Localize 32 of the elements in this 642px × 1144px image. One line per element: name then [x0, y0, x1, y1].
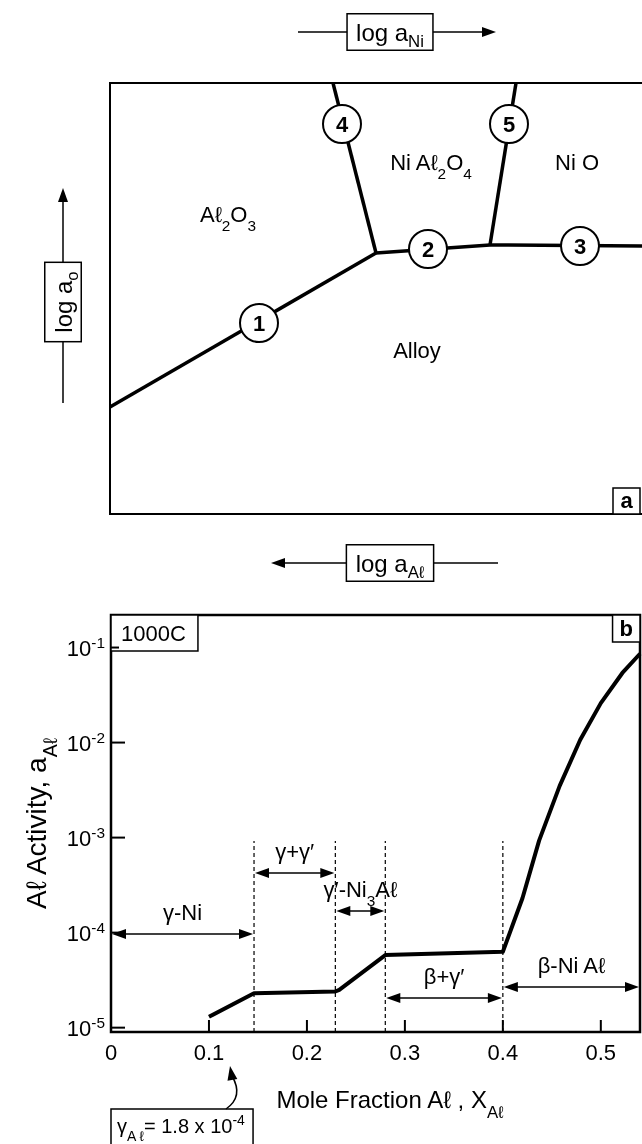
- text: Ni O: [555, 150, 599, 175]
- annotation: b: [619, 616, 633, 641]
- x-tick-label: 0.3: [389, 1040, 421, 1065]
- x-tick-label: 0.5: [585, 1040, 617, 1065]
- annotation: γ+γ′: [275, 839, 315, 864]
- x-axis-title: Mole Fraction Aℓ , X$_{Aℓ}$: [276, 1086, 505, 1122]
- text: Aℓ$_{2}$O$_{3}$: [199, 202, 257, 234]
- text: log a$_{Ni}$: [356, 18, 424, 51]
- y-tick-label: 10$^{-3}$: [66, 823, 105, 851]
- text: 4: [335, 112, 349, 137]
- text: Alloy: [393, 338, 441, 363]
- y-tick-label: 10$^{-1}$: [66, 633, 105, 661]
- text: 1: [252, 311, 266, 336]
- x-tick-label: 0.1: [193, 1040, 225, 1065]
- x-tick-label: 0.4: [487, 1040, 519, 1065]
- y-tick-label: 10$^{-4}$: [66, 918, 106, 946]
- annotation: β-Ni Aℓ: [537, 953, 607, 978]
- annotation: β+γ′: [423, 964, 465, 989]
- annotation: γ′-Ni$_{3}$Aℓ: [323, 877, 398, 909]
- text: 5: [502, 112, 516, 137]
- text: γ$_{A ℓ}$= 1.8 x 10$^{-4}$: [117, 1112, 246, 1144]
- text: 2: [421, 237, 435, 262]
- y-tick-label: 10$^{-5}$: [66, 1013, 105, 1041]
- x-tick-label: 0: [104, 1040, 118, 1065]
- text: a: [620, 488, 634, 513]
- text: Ni Aℓ$_{2}$O$_{4}$: [390, 150, 473, 182]
- annotation: γ-Ni: [162, 900, 203, 925]
- x-tick-label: 0.2: [291, 1040, 323, 1065]
- text: log a$_{Aℓ}$: [355, 549, 425, 582]
- annotation: 1000C: [121, 621, 186, 646]
- y-tick-label: 10$^{-2}$: [66, 728, 105, 756]
- text: 3: [573, 234, 587, 259]
